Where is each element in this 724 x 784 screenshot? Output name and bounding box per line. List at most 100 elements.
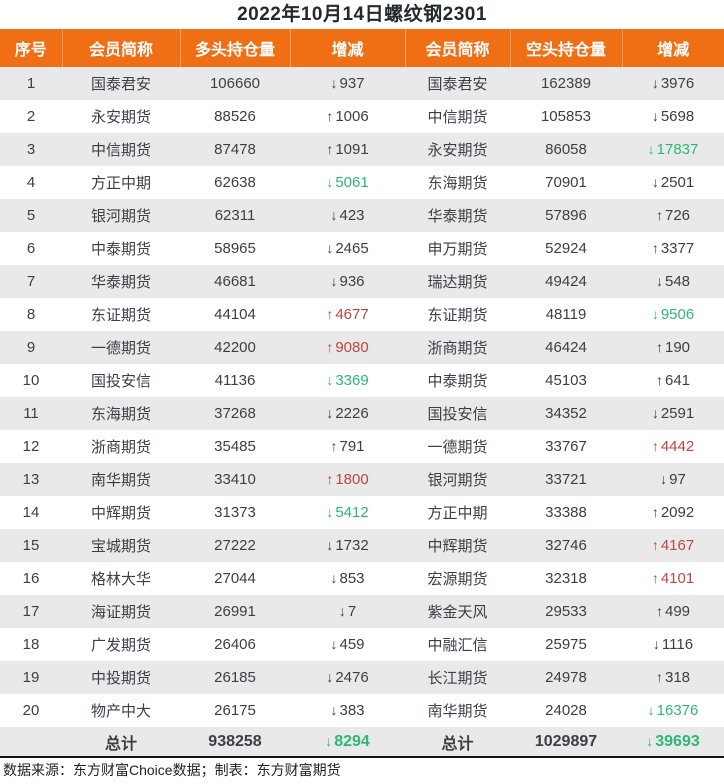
change-value: 190 xyxy=(664,339,691,356)
long-change-cell: ↓ 2465 xyxy=(290,232,405,265)
table-row: 14 中辉期货 31373 ↓ 5412 方正中期 33388 ↑ 2092 xyxy=(0,496,724,529)
short-member-cell: 中辉期货 xyxy=(405,529,510,562)
long-position-cell: 42200 xyxy=(180,331,290,364)
long-position-cell: 44104 xyxy=(214,306,256,323)
short-member-cell: 东海期货 xyxy=(427,175,488,192)
change-arrow-icon: ↓ xyxy=(326,240,334,256)
short-change-cell: ↓ 17837 xyxy=(622,133,724,166)
rank-cell: 13 xyxy=(0,463,62,496)
short-member-cell: 华泰期货 xyxy=(405,199,510,232)
long-position-cell: 26175 xyxy=(214,702,256,719)
short-change-cell: ↑ 641 xyxy=(622,364,724,397)
change-arrow-icon: ↓ xyxy=(330,702,338,718)
short-member-cell: 宏源期货 xyxy=(427,571,488,588)
change-arrow-icon: ↓ xyxy=(651,306,659,322)
short-member-cell: 申万期货 xyxy=(427,241,488,258)
short-change-cell: ↑ 2092 xyxy=(622,496,724,529)
short-position-cell: 70901 xyxy=(545,174,587,191)
table-row: 5 银河期货 62311 ↓ 423 华泰期货 57896 ↑ 726 xyxy=(0,199,724,232)
short-change-cell: ↑ 190 xyxy=(622,331,724,364)
table-row: 18 广发期货 26406 ↓ 459 中融汇信 25975 ↓ 1116 xyxy=(0,628,724,661)
short-change-cell: ↓ 9506 xyxy=(622,298,724,331)
short-position-cell: 57896 xyxy=(510,199,622,232)
short-position-cell: 34352 xyxy=(510,397,622,430)
long-member-cell: 华泰期货 xyxy=(62,265,180,298)
col-header-long-member: 会员简称 xyxy=(62,29,181,67)
table-row: 19 中投期货 26185 ↓ 2476 长江期货 24978 ↑ 318 xyxy=(0,661,724,694)
rank-cell: 9 xyxy=(0,331,62,364)
long-change-cell: ↓ 383 xyxy=(290,694,405,727)
change-value: 2092 xyxy=(660,504,695,521)
table-row: 20 物产中大 26175 ↓ 383 南华期货 24028 ↓ 16376 xyxy=(0,694,724,727)
change-value: 641 xyxy=(664,372,691,389)
table-row: 11 东海期货 37268 ↓ 2226 国投安信 34352 ↓ 2591 xyxy=(0,397,724,430)
change-value: 1006 xyxy=(335,108,369,125)
long-position-cell: 27222 xyxy=(180,529,290,562)
change-value: 2591 xyxy=(660,405,695,422)
long-change-cell: ↓ 853 xyxy=(290,562,405,595)
long-position-cell: 58965 xyxy=(214,240,256,257)
change-value: 9080 xyxy=(335,339,369,356)
rank-cell: 20 xyxy=(22,702,40,719)
long-position-cell: 938258 xyxy=(180,727,290,756)
long-position-cell: 27044 xyxy=(214,570,256,587)
long-change-cell: ↓ 5061 xyxy=(290,166,405,199)
change-arrow-icon: ↓ xyxy=(330,636,338,652)
short-change-cell: ↓ 548 xyxy=(622,265,724,298)
change-arrow-icon: ↓ xyxy=(651,75,659,91)
change-arrow-icon: ↑ xyxy=(326,108,334,124)
change-arrow-icon: ↓ xyxy=(330,75,338,91)
change-arrow-icon: ↑ xyxy=(330,438,338,454)
short-member-cell: 瑞达期货 xyxy=(405,265,510,298)
positions-table: 序号 会员简称 多头持仓量 增减 会员简称 空头持仓量 增减 1 国泰君安 10… xyxy=(0,29,724,756)
short-change-cell: ↑ 4101 xyxy=(622,562,724,595)
rank-cell: 3 xyxy=(0,133,62,166)
change-value: 548 xyxy=(664,273,691,290)
rank-cell: 7 xyxy=(0,265,62,298)
change-arrow-icon: ↓ xyxy=(646,732,654,749)
long-member-cell: 中信期货 xyxy=(62,133,180,166)
table-row: 3 中信期货 87478 ↑ 1091 永安期货 86058 ↓ 17837 xyxy=(0,133,724,166)
long-change-cell: ↑ 1006 xyxy=(290,100,405,133)
long-position-cell: 62638 xyxy=(214,174,256,191)
long-position-cell: 31373 xyxy=(214,504,256,521)
change-value: 499 xyxy=(664,603,691,620)
change-value: 791 xyxy=(339,438,365,455)
page-title: 2022年10月14日螺纹钢2301 xyxy=(237,4,487,25)
rank-cell: 17 xyxy=(0,595,62,628)
rank-cell: 12 xyxy=(22,438,40,455)
change-arrow-icon: ↓ xyxy=(330,273,338,289)
long-position-cell: 35485 xyxy=(214,438,256,455)
rank-cell: 10 xyxy=(22,372,40,389)
long-change-cell: ↓ 8294 xyxy=(290,727,405,756)
table-row: 2 永安期货 88526 ↑ 1006 中信期货 105853 ↓ 5698 xyxy=(0,100,724,133)
short-change-cell: ↑ 3377 xyxy=(622,232,724,265)
long-member-cell: 海证期货 xyxy=(62,595,180,628)
change-value: 853 xyxy=(339,570,365,587)
short-change-cell: ↓ 2591 xyxy=(622,397,724,430)
long-position-cell: 106660 xyxy=(180,67,290,100)
short-change-cell: ↓ 1116 xyxy=(622,628,724,661)
short-position-cell: 52924 xyxy=(545,240,587,257)
long-member-cell: 东海期货 xyxy=(62,397,180,430)
short-member-cell: 国泰君安 xyxy=(405,67,510,100)
long-member-cell: 永安期货 xyxy=(90,109,151,126)
change-value: 2501 xyxy=(660,174,695,191)
table-row: 6 中泰期货 58965 ↓ 2465 申万期货 52924 ↑ 3377 xyxy=(0,232,724,265)
rank-cell: 14 xyxy=(22,504,40,521)
long-change-cell: ↓ 423 xyxy=(290,199,405,232)
change-arrow-icon: ↓ xyxy=(326,372,334,388)
table-row: 8 东证期货 44104 ↑ 4677 东证期货 48119 ↓ 9506 xyxy=(0,298,724,331)
long-change-cell: ↓ 937 xyxy=(290,67,405,100)
rank-cell: 1 xyxy=(0,67,62,100)
change-arrow-icon: ↓ xyxy=(326,669,334,685)
long-position-cell: 88526 xyxy=(214,108,256,125)
change-arrow-icon: ↑ xyxy=(655,372,663,388)
short-position-cell: 46424 xyxy=(510,331,622,364)
table-row: 15 宝城期货 27222 ↓ 1732 中辉期货 32746 ↑ 4167 xyxy=(0,529,724,562)
table-header-row: 序号 会员简称 多头持仓量 增减 会员简称 空头持仓量 增减 xyxy=(0,29,724,67)
long-position-cell: 87478 xyxy=(180,133,290,166)
short-position-cell: 24978 xyxy=(510,661,622,694)
long-change-cell: ↓ 936 xyxy=(290,265,405,298)
long-position-cell: 41136 xyxy=(214,372,256,389)
